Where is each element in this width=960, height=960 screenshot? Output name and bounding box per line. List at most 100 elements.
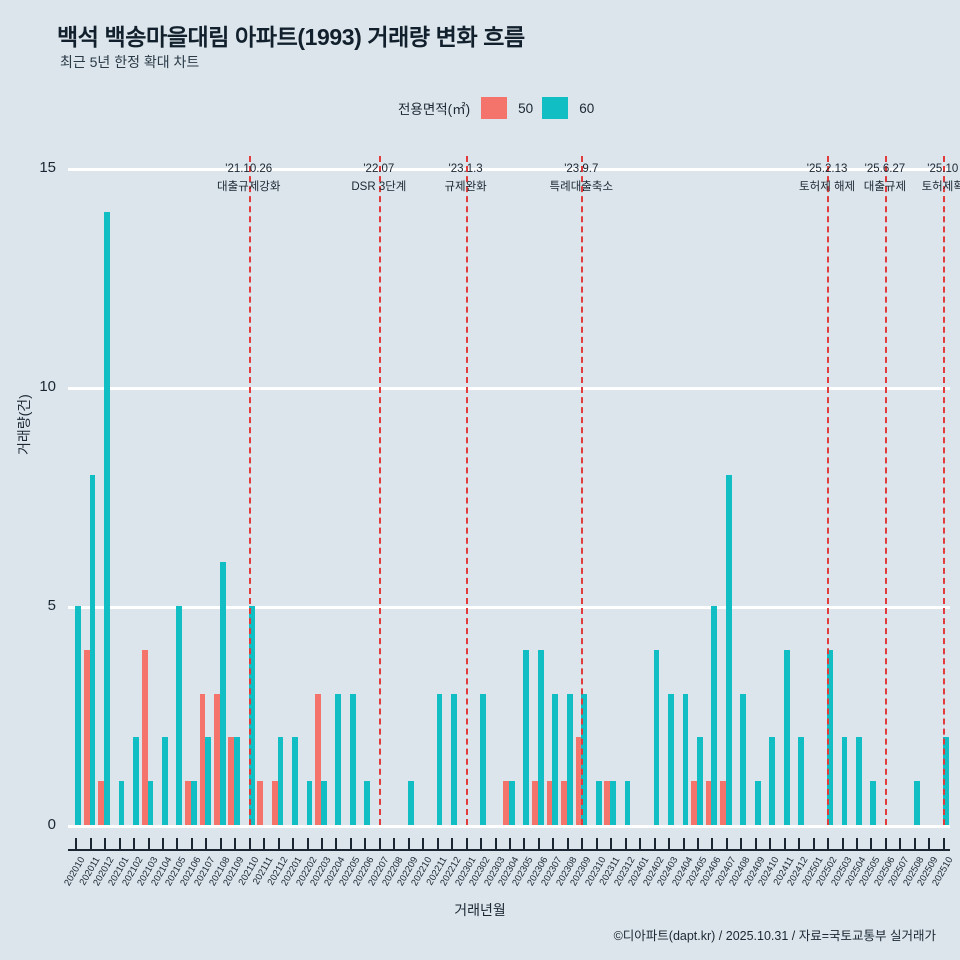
bar[interactable]: [942, 737, 949, 825]
bar[interactable]: [575, 737, 582, 825]
chart-title: 백석 백송마을대림 아파트(1993) 거래량 변화 흐름: [57, 24, 525, 50]
bar[interactable]: [696, 737, 703, 825]
bar[interactable]: [190, 781, 197, 825]
bar[interactable]: [566, 693, 573, 825]
bar[interactable]: [561, 781, 567, 825]
bar[interactable]: [349, 693, 356, 825]
bar[interactable]: [841, 737, 848, 825]
x-axis-tick: [494, 838, 497, 850]
bar[interactable]: [89, 474, 96, 825]
bar[interactable]: [214, 693, 220, 825]
bar[interactable]: [451, 693, 457, 825]
bar[interactable]: [604, 781, 611, 825]
bar[interactable]: [234, 737, 241, 825]
bar[interactable]: [335, 693, 342, 825]
bar[interactable]: [870, 781, 877, 825]
x-axis-tick: [827, 838, 830, 850]
bar[interactable]: [257, 781, 264, 825]
x-axis-tick: [89, 838, 92, 850]
bar[interactable]: [552, 693, 559, 825]
bar[interactable]: [783, 649, 790, 825]
bar[interactable]: [436, 693, 443, 825]
bar[interactable]: [407, 781, 414, 825]
bar[interactable]: [581, 693, 588, 825]
bar[interactable]: [711, 606, 718, 825]
chart-subtitle: 최근 5년 한정 확대 차트: [60, 54, 200, 70]
y-axis-title: 거래량(건): [16, 394, 32, 455]
bar[interactable]: [754, 781, 761, 825]
bar[interactable]: [740, 693, 747, 825]
legend-label-50: 50: [518, 100, 534, 116]
x-axis-tick: [537, 838, 540, 850]
bar[interactable]: [537, 649, 544, 825]
bar[interactable]: [769, 737, 776, 825]
bar[interactable]: [827, 649, 833, 825]
bar[interactable]: [503, 781, 509, 825]
bar[interactable]: [118, 781, 125, 825]
bar[interactable]: [856, 737, 862, 825]
bar[interactable]: [199, 693, 206, 825]
x-axis-tick: [393, 838, 396, 850]
x-axis-tick: [884, 838, 887, 850]
x-axis-tick: [711, 838, 714, 850]
x-axis-tick: [928, 838, 931, 850]
x-axis-tick: [581, 838, 584, 850]
legend-entry-60[interactable]: 60: [542, 97, 594, 119]
bar[interactable]: [509, 781, 515, 825]
bar[interactable]: [228, 737, 235, 825]
x-axis-tick: [624, 838, 627, 850]
bar[interactable]: [147, 781, 154, 825]
bar[interactable]: [315, 693, 322, 825]
x-axis-tick: [321, 838, 324, 850]
x-axis-tick: [118, 838, 121, 850]
bar[interactable]: [133, 737, 139, 825]
gridline: [68, 387, 950, 390]
x-axis-tick: [856, 838, 859, 850]
bar[interactable]: [277, 737, 284, 825]
bar[interactable]: [705, 781, 712, 825]
bar[interactable]: [682, 693, 689, 825]
bar[interactable]: [523, 649, 530, 825]
bar[interactable]: [691, 781, 697, 825]
legend-entry-50[interactable]: 50: [481, 97, 533, 119]
bar[interactable]: [141, 649, 148, 825]
bar[interactable]: [720, 781, 726, 825]
bar[interactable]: [161, 737, 168, 825]
bar[interactable]: [653, 649, 660, 825]
bar[interactable]: [271, 781, 278, 825]
x-axis-tick: [913, 838, 916, 850]
x-axis-tick: [465, 838, 468, 850]
bar[interactable]: [306, 781, 313, 825]
bar[interactable]: [624, 781, 631, 825]
bar[interactable]: [185, 781, 191, 825]
bar[interactable]: [546, 781, 553, 825]
bar[interactable]: [798, 737, 804, 825]
x-axis-tick: [783, 838, 786, 850]
bar[interactable]: [104, 211, 110, 825]
bar[interactable]: [219, 562, 226, 825]
x-axis-tick: [190, 838, 193, 850]
event-line: [378, 156, 381, 825]
bar[interactable]: [480, 693, 486, 825]
bar[interactable]: [595, 781, 602, 825]
plot-area: [68, 156, 950, 828]
x-axis-tick: [436, 838, 439, 850]
event-line: [248, 156, 251, 825]
bar[interactable]: [532, 781, 538, 825]
x-axis-tick: [740, 838, 743, 850]
x-axis-tick: [870, 838, 873, 850]
bar[interactable]: [248, 606, 255, 825]
bar[interactable]: [610, 781, 616, 825]
bar[interactable]: [205, 737, 212, 825]
bar[interactable]: [913, 781, 920, 825]
bar[interactable]: [725, 474, 732, 825]
bar[interactable]: [83, 649, 90, 825]
bar[interactable]: [98, 781, 105, 825]
bar[interactable]: [321, 781, 327, 825]
x-axis-tick: [725, 838, 728, 850]
bar[interactable]: [668, 693, 674, 825]
bar[interactable]: [176, 606, 183, 825]
bar[interactable]: [75, 606, 81, 825]
bar[interactable]: [364, 781, 371, 825]
bar[interactable]: [292, 737, 298, 825]
